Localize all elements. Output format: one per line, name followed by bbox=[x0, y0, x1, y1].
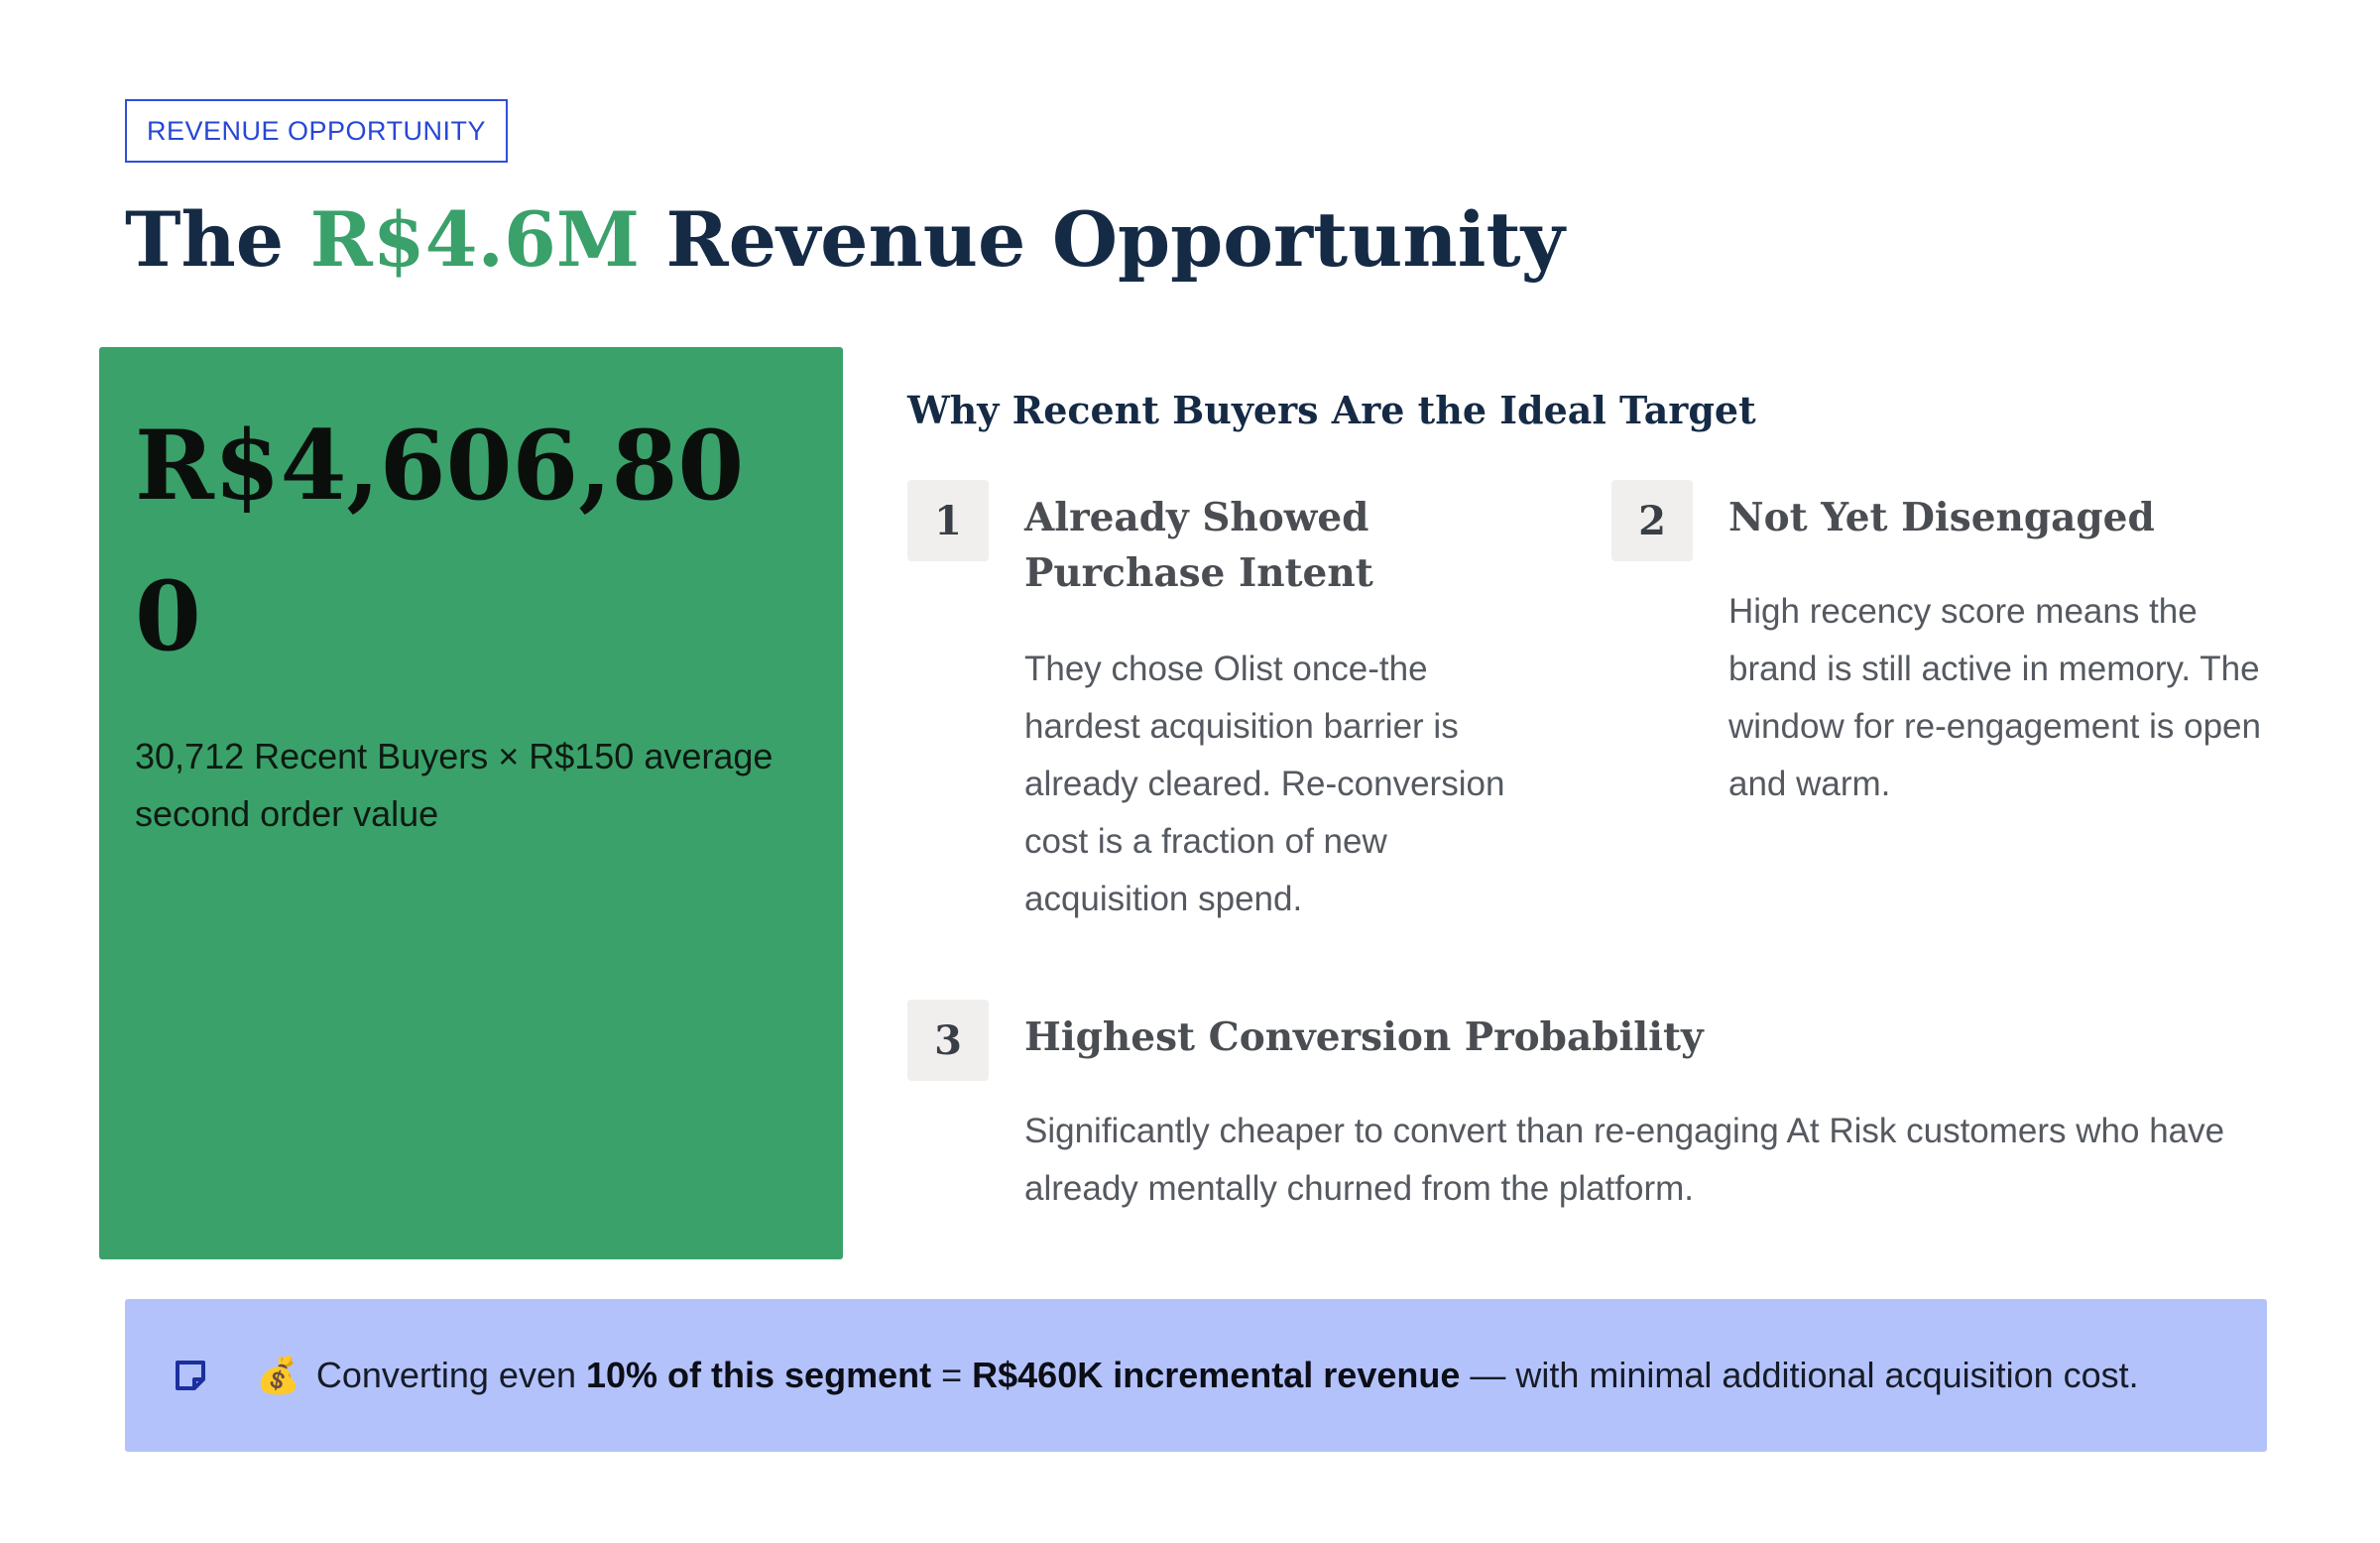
page-title: The R$4.6M Revenue Opportunity bbox=[125, 190, 1565, 290]
reason-body: High recency score means the brand is st… bbox=[1728, 592, 2261, 803]
callout-banner: 💰 Converting even 10% of this segment = … bbox=[125, 1299, 2267, 1452]
section-badge-label: REVENUE OPPORTUNITY bbox=[147, 115, 487, 146]
page-title-prefix: The bbox=[125, 195, 310, 284]
revenue-stat-caption: 30,712 Recent Buyers × R$150 average sec… bbox=[135, 736, 774, 834]
revenue-stat-card: R$4,606,800 30,712 Recent Buyers × R$150… bbox=[99, 347, 843, 1259]
reason-number: 2 bbox=[1611, 480, 1693, 561]
reason-body: Significantly cheaper to convert than re… bbox=[1024, 1112, 2225, 1208]
callout-text-part: Converting even bbox=[305, 1355, 586, 1395]
money-bag-icon: 💰 bbox=[256, 1355, 300, 1395]
callout-bold-revenue: R$460K incremental revenue bbox=[972, 1355, 1461, 1395]
reason-title: Highest Conversion Probability bbox=[1024, 1014, 1704, 1060]
page-title-suffix: Revenue Opportunity bbox=[640, 195, 1565, 284]
page-title-highlight: R$4.6M bbox=[309, 195, 641, 284]
note-icon bbox=[165, 1350, 216, 1401]
reasons-heading: Why Recent Buyers Are the Ideal Target bbox=[907, 388, 1756, 432]
section-badge: REVENUE OPPORTUNITY bbox=[125, 99, 509, 163]
callout-bold-segment: 10% of this segment bbox=[586, 1355, 932, 1395]
reason-title: Already Showed Purchase Intent bbox=[1024, 495, 1373, 596]
revenue-stat-value: R$4,606,800 bbox=[135, 410, 745, 672]
reason-body: They chose Olist once-the hardest acquis… bbox=[1024, 650, 1505, 918]
reason-number: 3 bbox=[907, 1000, 989, 1081]
callout-text: 💰 Converting even 10% of this segment = … bbox=[256, 1355, 2139, 1396]
callout-text-part: = bbox=[931, 1355, 973, 1395]
reason-number: 1 bbox=[907, 480, 989, 561]
callout-text-part: — with minimal additional acquisition co… bbox=[1460, 1355, 2139, 1395]
reason-title: Not Yet Disengaged bbox=[1728, 495, 2155, 540]
